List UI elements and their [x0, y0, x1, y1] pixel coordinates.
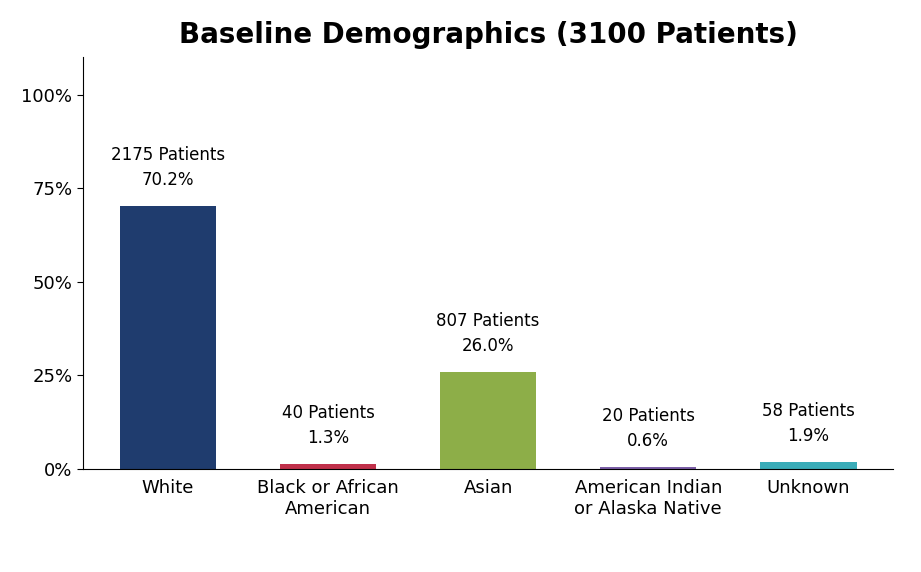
Title: Baseline Demographics (3100 Patients): Baseline Demographics (3100 Patients) [179, 21, 798, 49]
Bar [440, 372, 536, 469]
Text: 20 Patients
0.6%: 20 Patients 0.6% [601, 407, 694, 450]
Bar [600, 467, 696, 469]
Text: 58 Patients
1.9%: 58 Patients 1.9% [762, 402, 855, 445]
Text: 40 Patients
1.3%: 40 Patients 1.3% [282, 404, 375, 447]
Bar [761, 462, 857, 469]
Bar [280, 464, 376, 469]
Bar [120, 206, 216, 469]
Text: 807 Patients
26.0%: 807 Patients 26.0% [437, 312, 540, 355]
Text: 2175 Patients
70.2%: 2175 Patients 70.2% [111, 146, 225, 189]
